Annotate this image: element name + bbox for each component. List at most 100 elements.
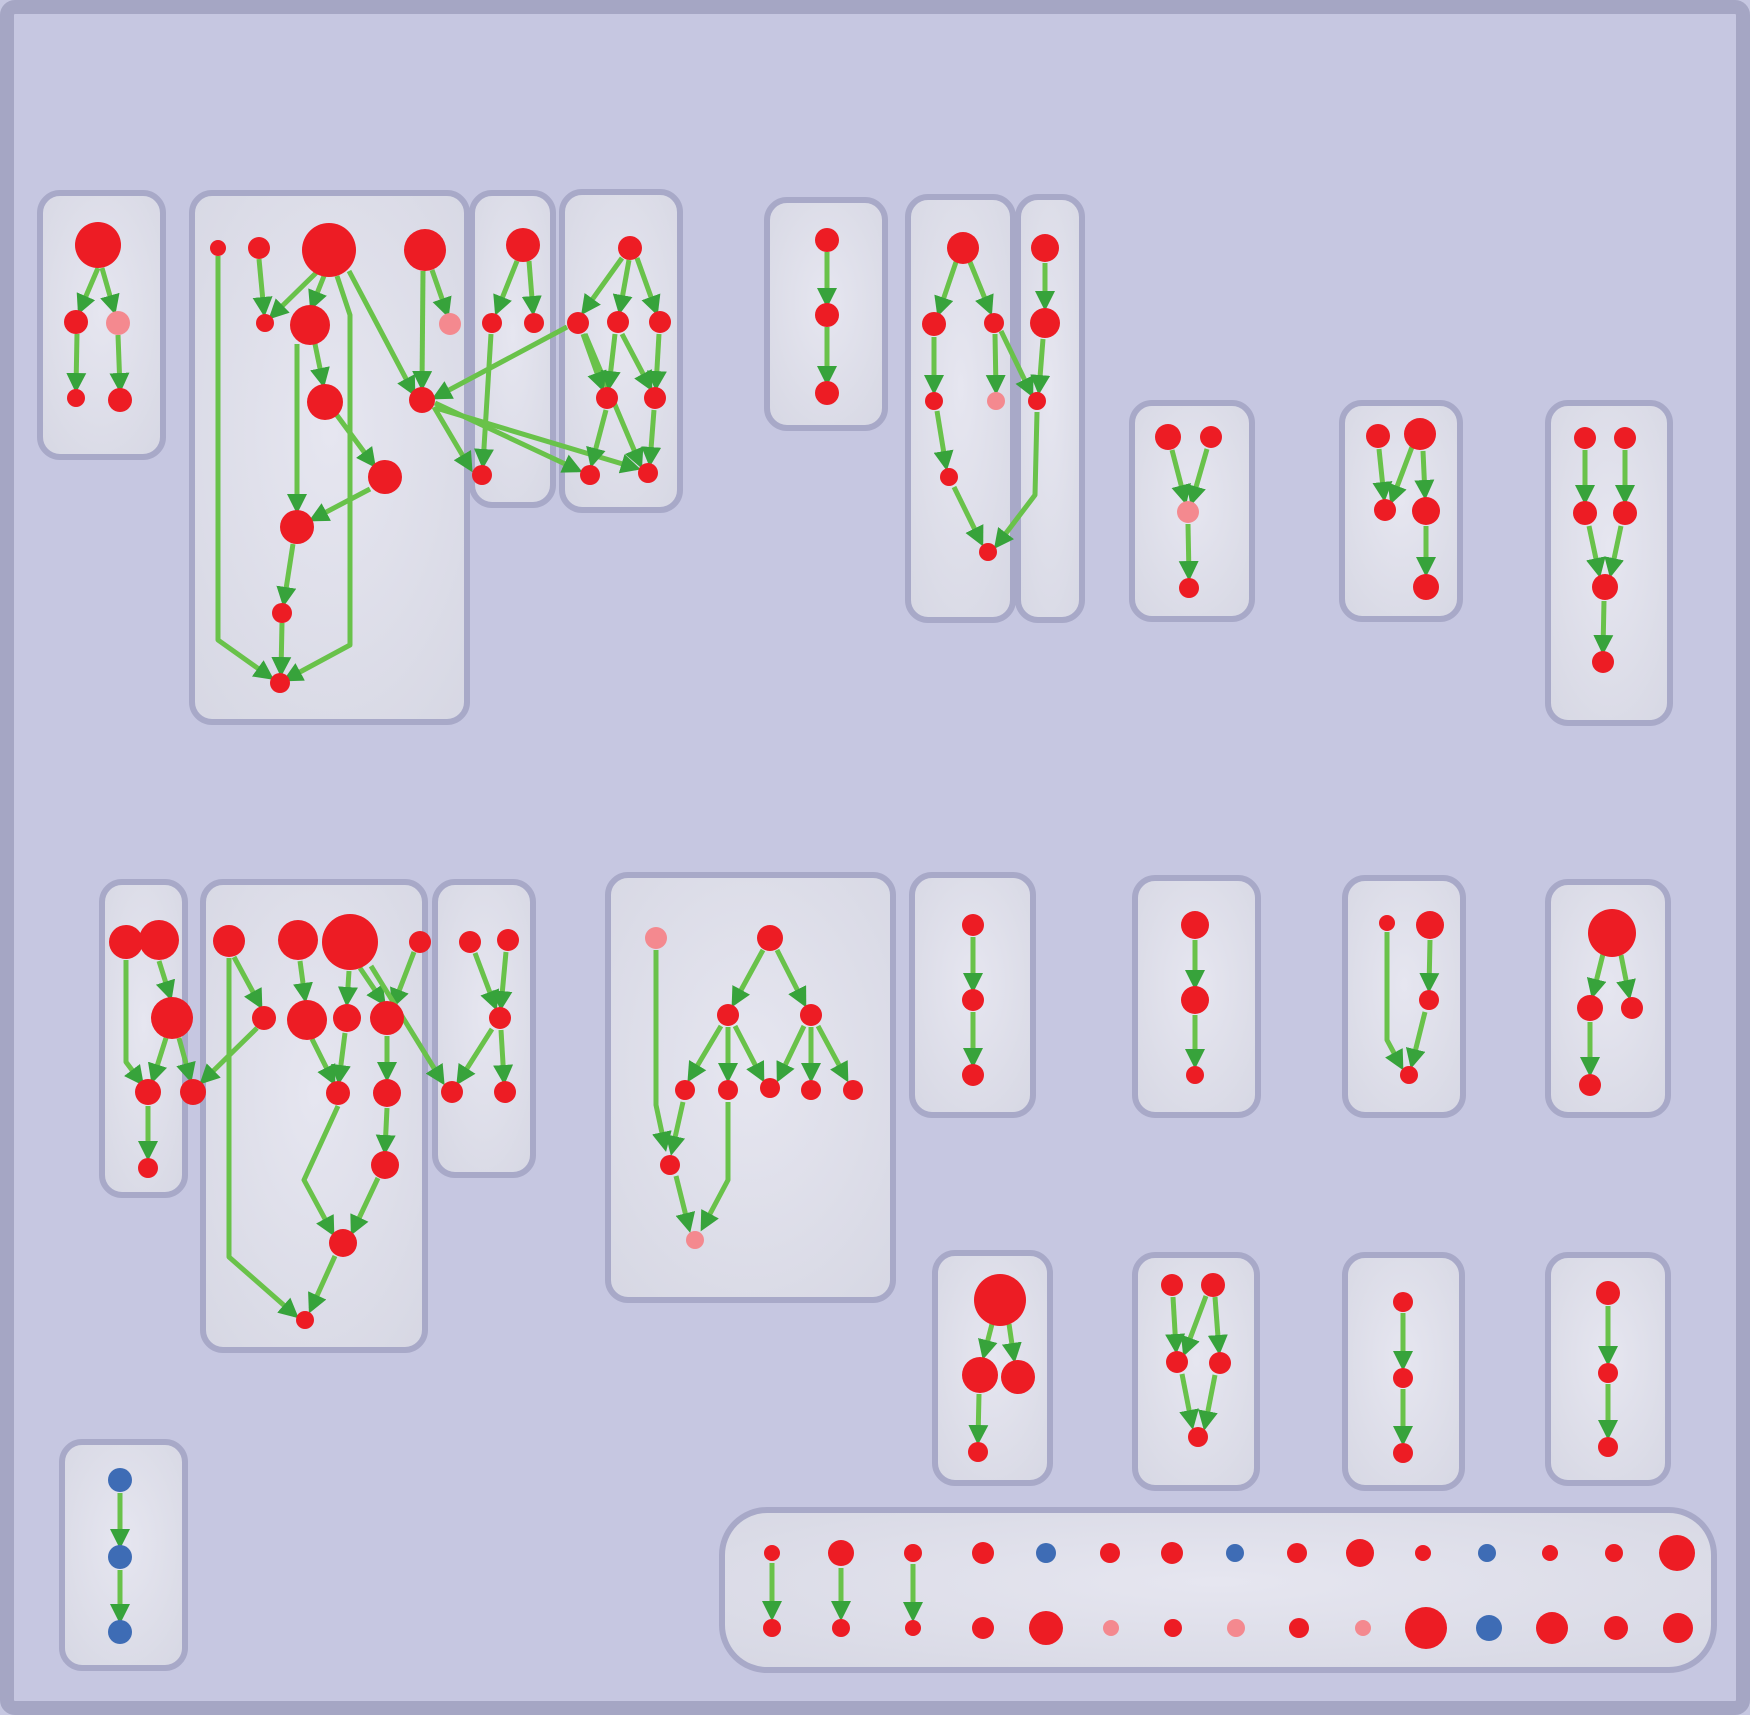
gene-set-node-down: [1476, 1615, 1502, 1641]
gene-set-node-up: [1416, 911, 1444, 939]
gene-set-node-up: [1188, 1427, 1208, 1447]
gene-set-node-up: [1366, 424, 1390, 448]
gene-set-node-up: [972, 1617, 994, 1639]
network-edge: [271, 622, 292, 677]
gene-set-node-up: [506, 228, 540, 262]
network-edge: [1186, 448, 1210, 506]
gene-set-node-up: [213, 925, 245, 957]
gene-set-node-up: [567, 312, 589, 334]
network-edge: [967, 261, 994, 316]
gene-set-node-up: [1030, 308, 1060, 338]
gene-set-node-up: [1393, 1443, 1413, 1463]
gene-set-node-up: [1573, 501, 1597, 525]
network-edge: [612, 259, 633, 315]
network-edge: [309, 1037, 336, 1086]
gene-set-node-up: [675, 1080, 695, 1100]
gene-set-node-down: [108, 1468, 132, 1492]
gene-set-node-up: [404, 229, 446, 271]
gene-set-node-up: [1605, 1544, 1623, 1562]
network-edge: [1169, 449, 1191, 505]
gene-set-node-up: [828, 1540, 854, 1566]
network-edge: [774, 948, 807, 1008]
cluster-box-mitochondrion-cc: [1015, 194, 1085, 623]
gene-set-node-up: [1536, 1612, 1568, 1644]
gene-set-node-up: [302, 223, 356, 277]
cluster-box-protein-transport-bp: [99, 879, 188, 1198]
gene-set-node-up: [1100, 1543, 1120, 1563]
gene-set-node-up: [607, 311, 629, 333]
network-edge: [1001, 1323, 1022, 1363]
network-edge: [933, 410, 954, 471]
gene-set-node-down: [108, 1545, 132, 1569]
network-edge: [155, 960, 176, 1001]
gene-set-node-up: [905, 1620, 921, 1636]
gene-set-node-up: [922, 312, 946, 336]
network-edge: [215, 256, 275, 680]
gene-set-node-up: [1164, 1619, 1182, 1637]
gene-set-node-up: [1179, 578, 1199, 598]
gene-set-node-up: [962, 914, 984, 936]
gene-set-node-up: [1577, 995, 1603, 1021]
gene-set-node-up: [618, 236, 642, 260]
gene-set-node-up: [763, 1619, 781, 1637]
gene-set-node-up: [815, 303, 839, 327]
gene-set-node-up: [248, 237, 270, 259]
network-edge: [412, 270, 433, 391]
network-edge: [66, 333, 87, 393]
gene-set-node-up: [64, 310, 88, 334]
network-edge: [646, 333, 667, 391]
gene-set-node-up: [1028, 392, 1046, 410]
gene-set-node-up: [1161, 1274, 1183, 1296]
network-edge: [665, 1101, 686, 1156]
gene-set-node-slightly-up: [1355, 1620, 1371, 1636]
gene-set-node-up: [1613, 501, 1637, 525]
network-edge: [619, 332, 653, 392]
network-edge: [652, 950, 672, 1152]
gene-set-node-up: [717, 1004, 739, 1026]
cluster-box-nuclear-transport-cc: [1339, 400, 1463, 622]
gene-set-node-up: [596, 387, 618, 409]
gene-set-node-up: [1374, 499, 1396, 521]
gene-set-node-up: [638, 463, 658, 483]
gene-set-node-slightly-up: [106, 311, 130, 335]
gene-set-node-slightly-up: [439, 313, 461, 335]
network-edge: [968, 1393, 989, 1445]
network-edge: [1165, 1296, 1186, 1354]
network-edge: [492, 951, 513, 1011]
network-edge: [301, 1104, 341, 1237]
gene-set-node-up: [139, 920, 179, 960]
gene-set-node-up: [1415, 1545, 1431, 1561]
network-edge: [308, 1254, 338, 1314]
network-edge: [985, 333, 1006, 395]
gene-set-node-up: [290, 305, 330, 345]
gene-set-node-up: [972, 1542, 994, 1564]
network-edge: [293, 960, 313, 1003]
gene-set-node-up: [947, 232, 979, 264]
gene-set-node-down: [1036, 1543, 1056, 1563]
gene-set-node-up: [843, 1080, 863, 1100]
gene-set-node-up: [1200, 426, 1222, 448]
gene-set-node-up: [1393, 1292, 1413, 1312]
network-edge: [123, 960, 144, 1086]
network-edge: [431, 405, 473, 473]
network-edge: [456, 1027, 495, 1086]
network-edge: [1207, 1296, 1228, 1355]
gene-set-node-up: [801, 1080, 821, 1100]
cluster-box-chromosome-cc: [1132, 1252, 1260, 1491]
gene-set-node-up: [1155, 424, 1181, 450]
network-edge: [368, 964, 445, 1086]
network-edge: [1586, 525, 1606, 578]
network-edge: [1372, 448, 1393, 502]
gene-set-node-up: [1029, 1611, 1063, 1645]
gene-set-node-up: [441, 1081, 463, 1103]
network-edge: [815, 1024, 849, 1083]
gene-set-node-up: [1659, 1535, 1695, 1571]
gene-set-node-up: [494, 1081, 516, 1103]
network-edge: [176, 1037, 196, 1083]
network-edge: [337, 970, 358, 1007]
gene-set-node-slightly-up: [645, 927, 667, 949]
cluster-box-trna-processing-bp: [432, 879, 536, 1178]
